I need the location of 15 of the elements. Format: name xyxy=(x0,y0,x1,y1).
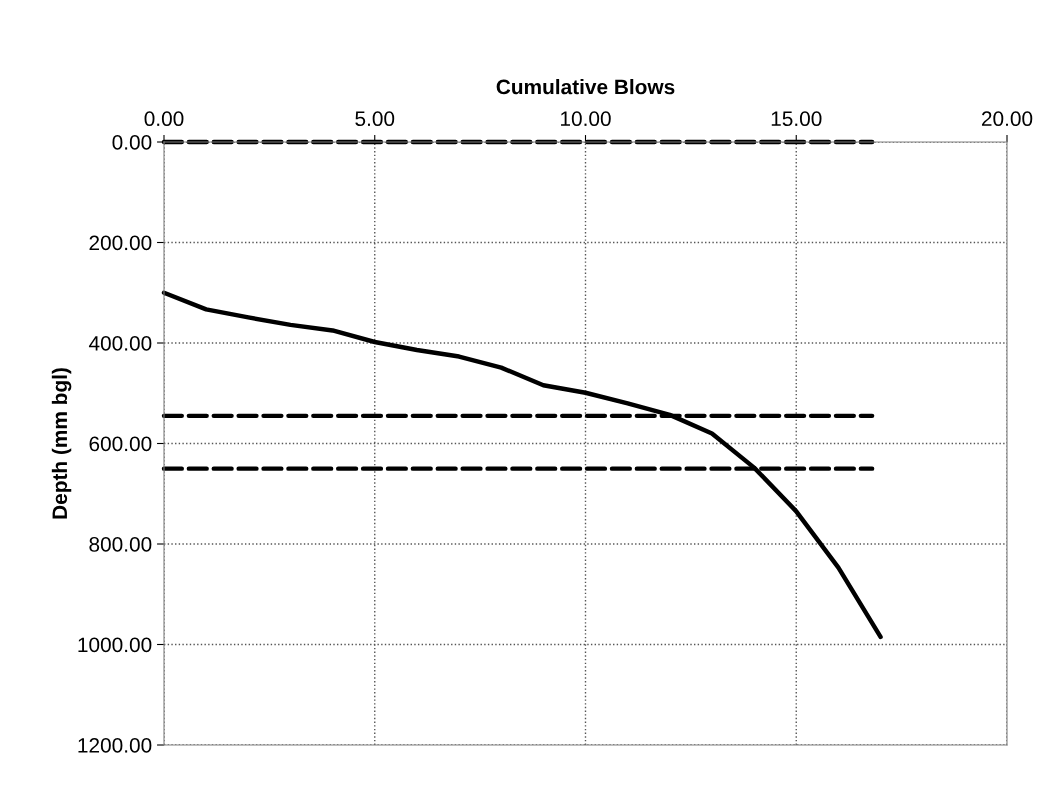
y-tick-label: 0.00 xyxy=(112,135,152,150)
x-axis-title: Cumulative Blows xyxy=(496,79,675,95)
x-tick-label: 20.00 xyxy=(981,111,1033,127)
y-tick-label: 1200.00 xyxy=(78,738,152,753)
line-series xyxy=(161,290,883,640)
y-tick-label: 1000.00 xyxy=(78,637,152,653)
x-tick-label: 0.00 xyxy=(144,111,184,127)
x-tick-label: 5.00 xyxy=(355,111,395,127)
x-tick-label: 10.00 xyxy=(561,111,611,127)
y-axis-title: Depth (mm bgl) xyxy=(51,368,72,519)
x-tick-label: 15.00 xyxy=(771,111,822,127)
y-tick-label: 400.00 xyxy=(88,336,152,351)
y-tick-label: 200.00 xyxy=(89,235,152,251)
y-tick-label: 600.00 xyxy=(89,436,152,452)
y-tick-label: 800.00 xyxy=(89,537,152,552)
